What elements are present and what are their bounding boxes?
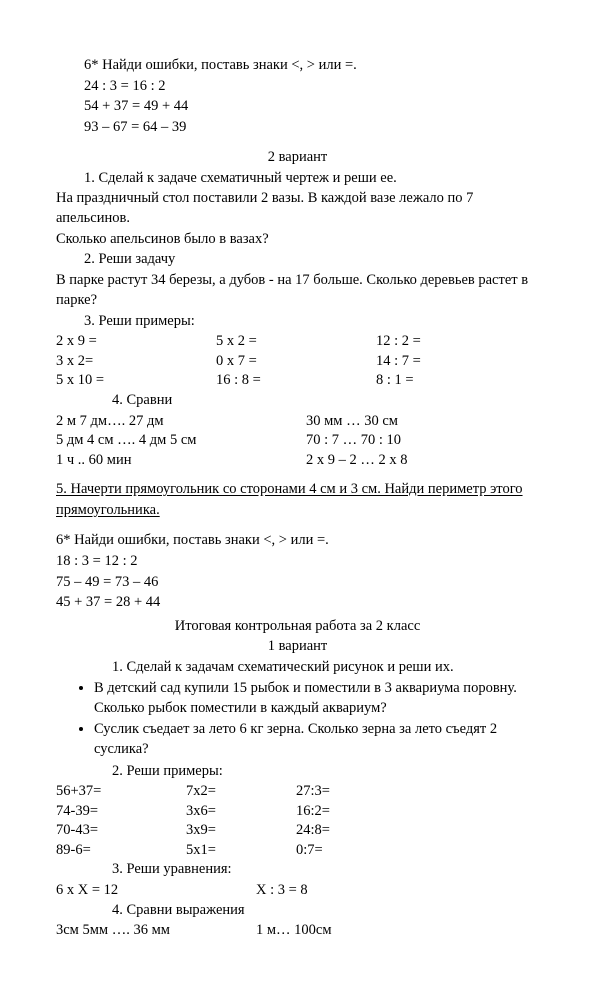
cell: 16:2= [296, 802, 406, 822]
cell: 30 мм … 30 см [306, 412, 526, 432]
list-item: Суслик съедает за лето 6 кг зерна. Сколь… [94, 720, 539, 759]
cell: 12 : 2 = [376, 332, 536, 352]
v2-task-4-head: 4. Сравни [56, 391, 539, 411]
cell: 1 м… 100см [256, 921, 416, 941]
cell: 0 х 7 = [216, 352, 376, 372]
v2-task-1-body-1: На праздничный стол поставили 2 вазы. В … [56, 189, 539, 228]
cell: 0:7= [296, 841, 406, 861]
cell: 1 ч .. 60 мин [56, 451, 306, 471]
v2-task-4-row-1: 2 м 7 дм…. 27 дм 30 мм … 30 см [56, 412, 539, 432]
v2-task-1-body-2: Сколько апельсинов было в вазах? [56, 230, 539, 250]
final-task-3-row: 6 х Х = 12 Х : 3 = 8 [56, 881, 539, 901]
cell: 56+37= [56, 782, 186, 802]
v2-task-6-line-3: 45 + 37 = 28 + 44 [56, 593, 539, 613]
cell: 5 х 2 = [216, 332, 376, 352]
cell: 74-39= [56, 802, 186, 822]
cell: 27:3= [296, 782, 406, 802]
cell: Х : 3 = 8 [256, 881, 416, 901]
v2-task-4-row-2: 5 дм 4 см …. 4 дм 5 см 70 : 7 … 70 : 10 [56, 431, 539, 451]
task-6-top-line-1: 24 : 3 = 16 : 2 [84, 77, 539, 97]
cell: 6 х Х = 12 [56, 881, 256, 901]
v2-task-6-line-1: 18 : 3 = 12 : 2 [56, 552, 539, 572]
final-variant: 1 вариант [56, 637, 539, 657]
final-task-4-row: 3см 5мм …. 36 мм 1 м… 100см [56, 921, 539, 941]
cell: 3х6= [186, 802, 296, 822]
cell: 3см 5мм …. 36 мм [56, 921, 256, 941]
v2-task-5-line-1: 5. Начерти прямоугольник со сторонами 4 … [56, 480, 539, 500]
task-6-top-line-3: 93 – 67 = 64 – 39 [84, 118, 539, 138]
final-task-2-head: 2. Реши примеры: [56, 762, 539, 782]
cell: 2 м 7 дм…. 27 дм [56, 412, 306, 432]
cell: 24:8= [296, 821, 406, 841]
cell: 5х1= [186, 841, 296, 861]
final-task-2-row-1: 56+37= 7х2= 27:3= [56, 782, 539, 802]
v2-task-3-head: 3. Реши примеры: [56, 312, 539, 332]
final-task-2-row-2: 74-39= 3х6= 16:2= [56, 802, 539, 822]
list-item: В детский сад купили 15 рыбок и поместил… [94, 679, 539, 718]
v2-task-5-line-2: прямоугольника. [56, 501, 539, 521]
cell: 16 : 8 = [216, 371, 376, 391]
v2-task-3-row-3: 5 х 10 = 16 : 8 = 8 : 1 = [56, 371, 539, 391]
v2-task-2-body-1: В парке растут 34 березы, а дубов - на 1… [56, 271, 539, 291]
v2-task-3-row-2: 3 х 2= 0 х 7 = 14 : 7 = [56, 352, 539, 372]
cell: 70-43= [56, 821, 186, 841]
v2-task-6-head: 6* Найди ошибки, поставь знаки <, > или … [56, 531, 539, 551]
task-6-top-line-2: 54 + 37 = 49 + 44 [84, 97, 539, 117]
cell: 89-6= [56, 841, 186, 861]
cell: 5 дм 4 см …. 4 дм 5 см [56, 431, 306, 451]
cell: 7х2= [186, 782, 296, 802]
page: 6* Найди ошибки, поставь знаки <, > или … [0, 0, 595, 981]
cell: 3х9= [186, 821, 296, 841]
final-task-1-head: 1. Сделай к задачам схематический рисуно… [56, 658, 539, 678]
variant-2-title: 2 вариант [56, 148, 539, 168]
cell: 8 : 1 = [376, 371, 536, 391]
final-title: Итоговая контрольная работа за 2 класс [56, 617, 539, 637]
cell: 3 х 2= [56, 352, 216, 372]
final-task-2-row-3: 70-43= 3х9= 24:8= [56, 821, 539, 841]
task-6-top: 6* Найди ошибки, поставь знаки <, > или … [56, 56, 539, 137]
final-task-3-head: 3. Реши уравнения: [56, 860, 539, 880]
final-task-1-list: В детский сад купили 15 рыбок и поместил… [94, 679, 539, 759]
v2-task-2-body-2: парке? [56, 291, 539, 311]
final-task-2-row-4: 89-6= 5х1= 0:7= [56, 841, 539, 861]
v2-task-1-head: 1. Сделай к задаче схематичный чертеж и … [56, 169, 539, 189]
final-task-4-head: 4. Сравни выражения [56, 901, 539, 921]
task-6-top-title: 6* Найди ошибки, поставь знаки <, > или … [84, 56, 539, 76]
cell: 2 х 9 – 2 … 2 х 8 [306, 451, 526, 471]
v2-task-6-line-2: 75 – 49 = 73 – 46 [56, 573, 539, 593]
cell: 70 : 7 … 70 : 10 [306, 431, 526, 451]
v2-task-3-row-1: 2 х 9 = 5 х 2 = 12 : 2 = [56, 332, 539, 352]
cell: 2 х 9 = [56, 332, 216, 352]
cell: 14 : 7 = [376, 352, 536, 372]
cell: 5 х 10 = [56, 371, 216, 391]
v2-task-4-row-3: 1 ч .. 60 мин 2 х 9 – 2 … 2 х 8 [56, 451, 539, 471]
v2-task-2-head: 2. Реши задачу [56, 250, 539, 270]
